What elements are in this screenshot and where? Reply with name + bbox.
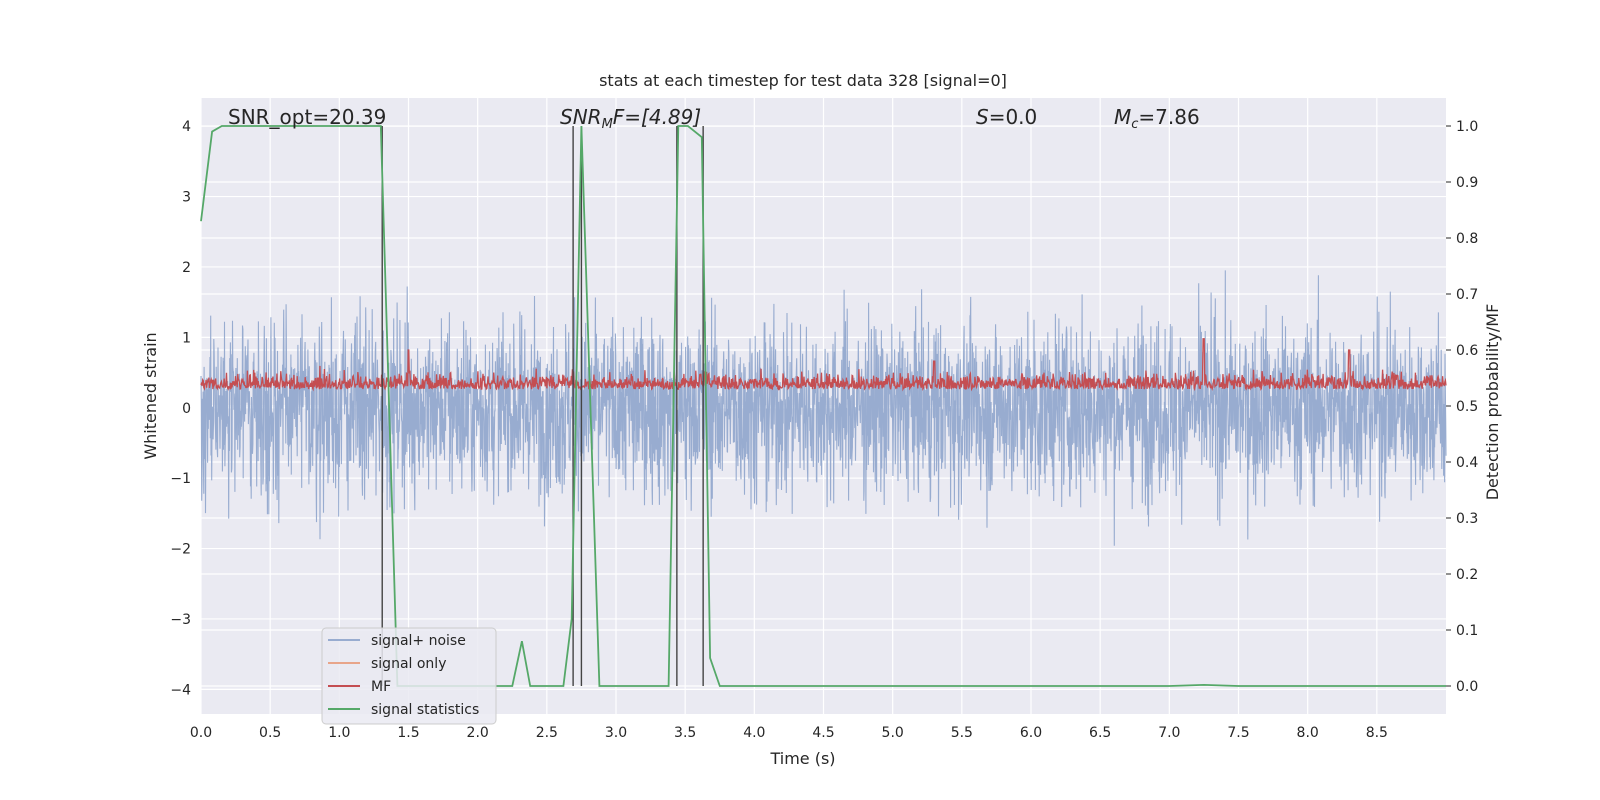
y2-tick-label: 0.0 <box>1456 679 1478 695</box>
x-tick-label: 6.5 <box>1089 725 1111 741</box>
signal-statistics-line <box>200 125 1446 687</box>
annotation-snr-mf-val: F=[4.89] <box>613 105 701 129</box>
y2-tick-label: 0.9 <box>1456 175 1478 191</box>
mf-series <box>200 338 1447 392</box>
y-tick-label: −1 <box>170 471 191 487</box>
x-axis-ticks: 0.0 0.5 1.0 1.5 2.0 2.5 3.0 3.5 4.0 4.5 5.0 5.5 6.0 6… <box>190 725 1388 741</box>
legend-label-noise: signal+ noise <box>371 633 466 649</box>
plot-area <box>200 98 1447 714</box>
x-tick-label: 8.0 <box>1297 725 1319 741</box>
x-tick-label: 4.0 <box>743 725 765 741</box>
legend-box <box>321 627 497 725</box>
legend-label-stats: signal statistics <box>371 702 479 718</box>
signal-noise-series <box>200 270 1447 546</box>
y2-tick-label: 0.1 <box>1456 623 1478 639</box>
legend-label-mf: MF <box>371 679 391 695</box>
x-tick-label: 0.5 <box>259 725 281 741</box>
legend-label-signal-only: signal only <box>371 656 446 672</box>
x-tick-label: 7.0 <box>1158 725 1180 741</box>
y2-tick-label: 0.7 <box>1456 287 1478 303</box>
annotation-snr-opt: SNR_opt=20.39 <box>228 105 386 129</box>
signal-statistics-series <box>200 125 1446 687</box>
annotation-s: S=0.0 <box>976 105 1037 129</box>
x-tick-label: 2.0 <box>467 725 489 741</box>
annotation-mc-sub: c <box>1131 117 1138 132</box>
annotations: SNR_opt=20.39 SNRMF=[4.89] S=0.0 Mc=7.86 <box>228 105 1200 132</box>
x-tick-label: 0.0 <box>190 725 212 741</box>
annotation-s-var: S <box>976 105 989 129</box>
y2-tick-label: 0.5 <box>1456 399 1478 415</box>
y-tick-label: 0 <box>182 401 191 417</box>
x-tick-label: 3.5 <box>674 725 696 741</box>
y2-tick-label: 0.3 <box>1456 511 1478 527</box>
x-tick-label: 5.5 <box>951 725 973 741</box>
x-tick-label: 2.5 <box>536 725 558 741</box>
y2-tick-label: 0.6 <box>1456 343 1478 359</box>
annotation-mc-val: =7.86 <box>1138 105 1199 129</box>
annotation-snr-mf-sub: M <box>602 117 613 132</box>
y-tick-label: 1 <box>182 330 191 346</box>
annotation-snr-mf: SNRMF=[4.89] <box>560 105 701 132</box>
y2-tick-label: 0.8 <box>1456 231 1478 247</box>
annotation-mc: Mc=7.86 <box>1114 105 1200 132</box>
y-axis-label: Whitened strain <box>141 332 160 459</box>
annotation-mc-var: M <box>1114 105 1131 129</box>
y2-tick-label: 1.0 <box>1456 119 1478 135</box>
y-tick-label: −2 <box>170 542 191 558</box>
y-tick-label: −3 <box>170 612 191 628</box>
y2-axis-label: Detection probability/MF <box>1483 304 1502 501</box>
x-tick-label: 4.5 <box>812 725 834 741</box>
x-tick-label: 3.0 <box>605 725 627 741</box>
chart-title: stats at each timestep for test data 328… <box>599 71 1007 90</box>
x-tick-label: 1.5 <box>397 725 419 741</box>
x-axis-label: Time (s) <box>769 749 835 768</box>
x-tick-label: 6.0 <box>1020 725 1042 741</box>
y2-tick-label: 0.2 <box>1456 567 1478 583</box>
legend: signal+ noise signal only MF signal stat… <box>321 627 497 725</box>
mf-line <box>200 338 1447 392</box>
y2-axis-ticks: 0.0 0.1 0.2 0.3 0.4 0.5 0.6 0.7 0.8 0.9 1.0 <box>1446 119 1478 695</box>
y-tick-label: −4 <box>170 682 191 698</box>
y-axis-ticks: −4 −3 −2 −1 0 1 2 3 4 <box>170 119 191 698</box>
x-tick-label: 7.5 <box>1227 725 1249 741</box>
y-tick-label: 2 <box>182 260 191 276</box>
x-tick-label: 5.0 <box>882 725 904 741</box>
annotation-snr-mf-var: SNR <box>560 105 602 129</box>
y-tick-label: 4 <box>182 119 191 135</box>
x-tick-label: 8.5 <box>1366 725 1388 741</box>
y2-tick-label: 0.4 <box>1456 455 1478 471</box>
annotation-s-val: =0.0 <box>989 105 1038 129</box>
x-tick-label: 1.0 <box>328 725 350 741</box>
y-tick-label: 3 <box>182 190 191 206</box>
noise-line <box>200 270 1447 546</box>
